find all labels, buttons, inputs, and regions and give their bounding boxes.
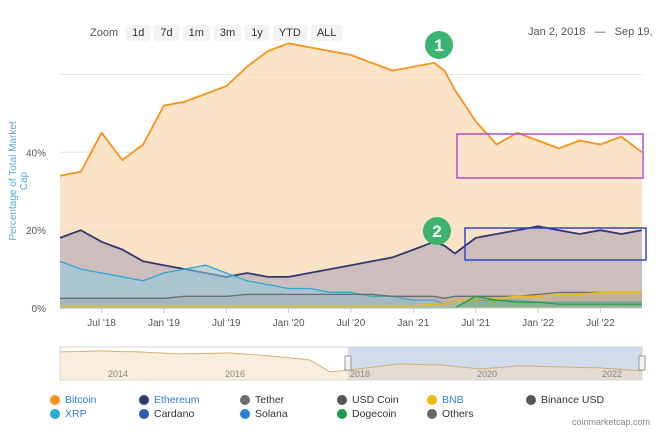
legend-dot-icon	[240, 395, 250, 405]
legend-label: Tether	[255, 394, 285, 406]
series-line-bnb[interactable]	[60, 291, 642, 307]
x-tick-label: Jan '19	[148, 318, 180, 329]
y-tick-label: 0%	[32, 304, 47, 315]
zoom-7d-button[interactable]: 7d	[154, 25, 179, 41]
legend-label: Bitcoin	[65, 394, 97, 406]
legend-dot-icon	[337, 395, 347, 405]
legend-label: XRP	[65, 408, 87, 420]
navigator-year-label: 2018	[350, 369, 370, 379]
date-to[interactable]: Sep 19,	[614, 26, 653, 38]
legend-dot-icon	[240, 409, 250, 419]
navigator-year-label: 2016	[225, 369, 245, 379]
x-tick-label: Jul '18	[87, 318, 116, 329]
legend-dot-icon	[427, 395, 437, 405]
legend-label: Cardano	[154, 408, 195, 420]
x-tick-label: Jul '19	[212, 318, 241, 329]
legend-item-xrp[interactable]: XRP	[50, 408, 87, 420]
annotation-badge-2-label: 2	[432, 222, 441, 241]
legend-item-solana[interactable]: Solana	[240, 408, 288, 420]
zoom-bar: Zoom 1d 7d 1m 3m 1y YTD ALL	[90, 24, 343, 42]
legend-item-binance-usd[interactable]: Binance USD	[526, 394, 604, 406]
navigator-year-label: 2014	[108, 369, 128, 379]
series-area-bnb	[60, 292, 642, 308]
navigator-series-fill	[60, 351, 642, 380]
zoom-all-button[interactable]: ALL	[310, 25, 343, 41]
highlight-box-1	[456, 133, 644, 179]
legend-dot-icon	[526, 395, 536, 405]
series-line-bitcoin[interactable]	[59, 42, 643, 177]
annotation-badge-1	[425, 31, 453, 59]
zoom-3m-button[interactable]: 3m	[213, 25, 242, 41]
date-from[interactable]: Jan 2, 2018	[528, 26, 586, 38]
area-layer	[59, 42, 643, 309]
legend-dot-icon	[50, 409, 60, 419]
y-axis-title: Percentage of Total Market Cap	[8, 121, 30, 241]
x-tick-label: Jan '21	[397, 318, 429, 329]
legend-label: Others	[442, 408, 474, 420]
x-tick-label: Jul '20	[337, 318, 366, 329]
date-separator: —	[594, 26, 606, 38]
legend-item-bitcoin[interactable]: Bitcoin	[50, 394, 97, 406]
legend-item-tether[interactable]: Tether	[240, 394, 284, 406]
legend-dot-icon	[427, 409, 437, 419]
series-area-dogecoin	[60, 296, 642, 308]
navigator-year-label: 2020	[477, 369, 497, 379]
legend-dot-icon	[139, 395, 149, 405]
legend-item-others[interactable]: Others	[427, 408, 474, 420]
axis-layer: 0% 20% 40% Jul '18 Jan '19 Jul '19 Jan '20 Jul …	[26, 148, 642, 329]
credit-text: coinmarketcap.com	[571, 417, 650, 427]
zoom-1y-button[interactable]: 1y	[245, 25, 269, 41]
navigator-handle-right[interactable]	[638, 355, 646, 371]
zoom-ytd-button[interactable]: YTD	[272, 25, 307, 41]
y-tick-label: 20%	[26, 226, 46, 237]
annotation-layer: 1 2	[423, 31, 647, 261]
zoom-1m-button[interactable]: 1m	[182, 25, 210, 41]
legend-dot-icon	[50, 395, 60, 405]
legend-label: Binance USD	[541, 394, 605, 406]
legend-item-usd-coin[interactable]: USD Coin	[337, 394, 399, 406]
x-tick-label: Jul '21	[461, 318, 490, 329]
annotation-badge-1-label: 1	[434, 36, 443, 55]
navigator-year-labels: 2014 2016 2018 2020 2022	[108, 369, 622, 379]
highlight-box-2	[464, 227, 647, 261]
x-tick-label: Jan '20	[273, 318, 305, 329]
legend-label: Dogecoin	[352, 408, 397, 420]
legend-dot-icon	[139, 409, 149, 419]
navigator[interactable]: 2014 2016 2018 2020 2022	[59, 346, 646, 381]
legend-label: Solana	[255, 408, 288, 420]
y-tick-label: 40%	[26, 148, 46, 159]
legend-label: Ethereum	[154, 394, 200, 406]
zoom-label: Zoom	[90, 27, 119, 39]
x-tick-label: Jan '22	[522, 318, 554, 329]
series-line-ethereum[interactable]	[59, 225, 643, 278]
legend-dot-icon	[337, 409, 347, 419]
legend-label: USD Coin	[352, 394, 399, 406]
legend-label: BNB	[442, 394, 464, 406]
x-tick-label: Jul '22	[586, 318, 615, 329]
zoom-1d-button[interactable]: 1d	[126, 25, 151, 41]
legend-item-cardano[interactable]: Cardano	[139, 408, 194, 420]
series-line-tether[interactable]	[60, 291, 642, 299]
date-range[interactable]: Jan 2, 2018 — Sep 19,	[528, 26, 662, 38]
annotation-badge-2	[423, 217, 451, 245]
legend-item-ethereum[interactable]: Ethereum	[139, 394, 200, 406]
legend-item-dogecoin[interactable]: Dogecoin	[337, 408, 396, 420]
legend-item-bnb[interactable]: BNB	[427, 394, 464, 406]
navigator-handle-left[interactable]	[344, 355, 352, 371]
navigator-year-label: 2022	[602, 369, 622, 379]
